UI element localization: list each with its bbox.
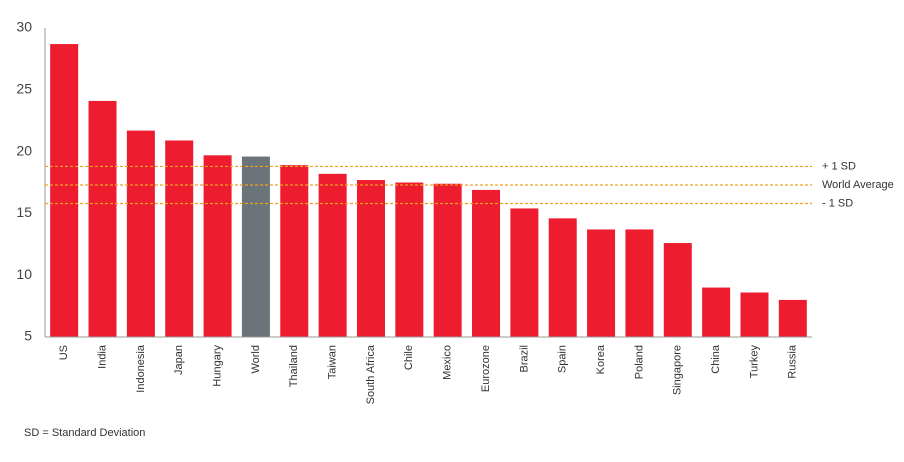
x-tick-label: Singapore xyxy=(672,345,684,395)
x-tick-label: India xyxy=(96,344,108,369)
y-tick-label: 20 xyxy=(16,142,32,158)
bar xyxy=(778,299,807,337)
bar xyxy=(50,44,79,338)
bar xyxy=(625,229,654,337)
x-tick-label: Chile xyxy=(403,345,415,370)
bar xyxy=(88,100,117,337)
y-tick-label: 30 xyxy=(16,19,32,35)
x-tick-label: China xyxy=(710,344,722,374)
x-tick-label: Korea xyxy=(595,344,607,374)
bar xyxy=(587,229,616,337)
y-tick-label: 25 xyxy=(16,81,32,97)
x-tick-label: Taiwan xyxy=(327,345,339,379)
y-tick-label: 15 xyxy=(16,204,32,220)
bar xyxy=(433,183,462,337)
bar xyxy=(395,182,424,337)
bar xyxy=(280,165,309,337)
bar xyxy=(318,173,347,337)
bar xyxy=(740,292,769,337)
x-tick-label: US xyxy=(58,345,70,360)
x-tick-label: Japan xyxy=(173,345,185,375)
x-tick-label: South Africa xyxy=(365,344,377,404)
bar xyxy=(165,140,194,337)
bar xyxy=(203,155,232,337)
reference-label: World Average xyxy=(822,179,894,191)
x-tick-label: Thailand xyxy=(288,345,300,387)
y-tick-label: 10 xyxy=(16,266,32,282)
x-tick-label: World xyxy=(250,345,262,374)
reference-label: - 1 SD xyxy=(822,197,853,209)
bar xyxy=(663,243,692,337)
bar xyxy=(510,208,539,337)
x-tick-label: Turkey xyxy=(748,345,760,379)
bar xyxy=(126,130,155,337)
x-tick-label: Indonesia xyxy=(135,344,147,393)
bar xyxy=(356,180,385,337)
x-tick-label: Russia xyxy=(787,344,799,379)
x-tick-label: Brazil xyxy=(518,345,530,373)
x-tick-label: Poland xyxy=(633,345,645,379)
y-tick-label: 5 xyxy=(24,328,32,344)
bar xyxy=(702,287,731,337)
bar xyxy=(241,156,270,337)
footnote: SD = Standard Deviation xyxy=(24,427,145,439)
reference-label: + 1 SD xyxy=(822,160,856,172)
x-tick-label: Spain xyxy=(557,345,569,373)
bar xyxy=(472,189,501,337)
x-tick-label: Hungary xyxy=(211,345,223,387)
bar xyxy=(548,218,577,337)
x-tick-label: Mexico xyxy=(442,345,454,380)
x-tick-label: Eurozone xyxy=(480,345,492,392)
